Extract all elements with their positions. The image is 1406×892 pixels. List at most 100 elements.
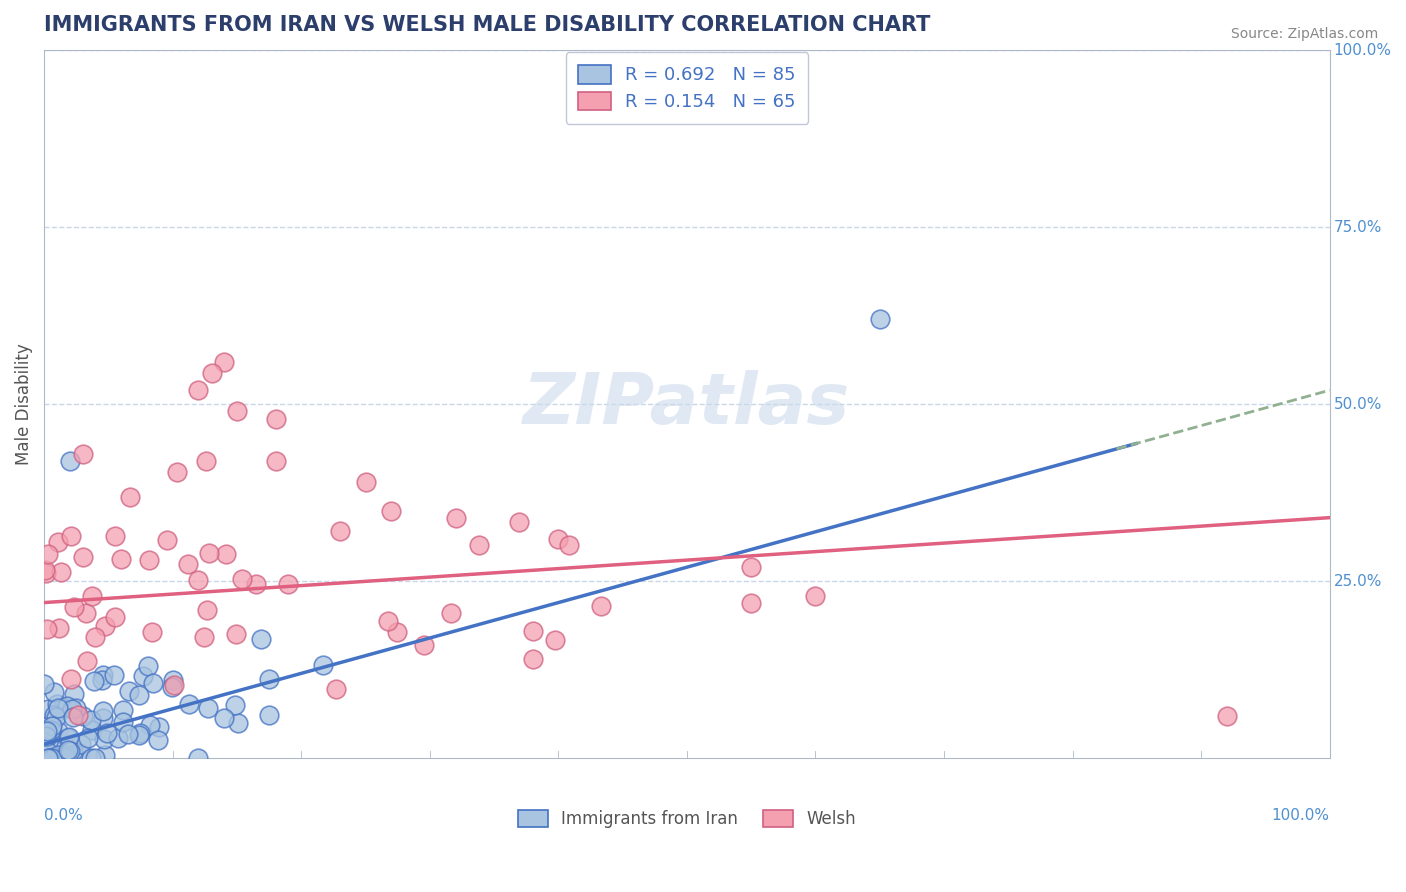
Point (70, 737, 93, 751)
Point (160, 680, 183, 694)
Point (37, 745, 59, 759)
Point (75, 606, 97, 620)
Point (84, 630, 107, 644)
Point (194, 454, 217, 468)
Point (377, 614, 399, 628)
Text: 75.0%: 75.0% (1333, 220, 1382, 235)
Point (55, 751, 77, 765)
Point (195, 602, 218, 616)
Point (94, 748, 117, 763)
Point (59, 744, 82, 758)
Point (136, 659, 159, 673)
Point (226, 404, 249, 418)
Point (132, 669, 155, 683)
Point (63, 687, 86, 701)
Point (80, 589, 103, 603)
Point (224, 698, 246, 712)
Point (34, 563, 56, 577)
Point (804, 589, 827, 603)
Y-axis label: Male Disability: Male Disability (15, 343, 32, 466)
Point (111, 715, 134, 730)
Point (48, 724, 70, 739)
Point (869, 312, 891, 326)
Point (84, 751, 107, 765)
Point (148, 720, 170, 734)
Point (225, 626, 247, 640)
Point (62, 710, 84, 724)
Point (522, 652, 544, 666)
Point (215, 547, 238, 561)
Point (166, 466, 188, 480)
Point (52, 751, 75, 765)
Point (91, 704, 114, 718)
Point (37, 751, 59, 765)
Point (60, 529, 83, 543)
Point (112, 703, 135, 717)
Point (110, 552, 132, 566)
Point (48, 621, 70, 635)
Point (214, 711, 236, 725)
Point (94, 619, 117, 633)
Point (187, 751, 209, 765)
Point (72, 708, 94, 723)
Point (193, 630, 215, 644)
Point (104, 529, 127, 543)
Point (264, 454, 287, 468)
Point (42, 708, 65, 723)
Point (46, 697, 69, 711)
Point (96, 725, 118, 739)
Point (413, 639, 436, 653)
Point (128, 728, 150, 742)
Text: ZIPatlas: ZIPatlas (523, 370, 851, 439)
Point (34, 566, 56, 581)
Point (65, 701, 87, 715)
Text: 100.0%: 100.0% (1333, 43, 1392, 58)
Point (277, 577, 299, 591)
Point (48, 735, 70, 749)
Point (80, 751, 103, 765)
Point (141, 625, 163, 640)
Point (46, 751, 69, 765)
Point (35, 623, 58, 637)
Point (104, 609, 127, 624)
Point (138, 553, 160, 567)
Point (440, 606, 463, 620)
Point (226, 715, 249, 730)
Point (91, 710, 114, 724)
Point (56, 731, 79, 746)
Text: Source: ZipAtlas.com: Source: ZipAtlas.com (1230, 27, 1378, 41)
Text: IMMIGRANTS FROM IRAN VS WELSH MALE DISABILITY CORRELATION CHART: IMMIGRANTS FROM IRAN VS WELSH MALE DISAB… (44, 15, 931, 35)
Point (740, 560, 762, 574)
Point (444, 510, 467, 524)
Point (60, 672, 83, 686)
Point (740, 596, 762, 610)
Point (93, 731, 115, 746)
Point (37, 730, 59, 744)
Text: 0.0%: 0.0% (44, 808, 83, 822)
Point (522, 624, 544, 638)
Point (42, 684, 65, 698)
Point (38, 751, 60, 765)
Point (55, 739, 77, 753)
Point (56, 751, 79, 765)
Point (259, 707, 281, 722)
Point (468, 538, 491, 552)
Text: 25.0%: 25.0% (1333, 574, 1382, 589)
Point (38, 751, 60, 765)
Point (156, 533, 179, 548)
Text: 50.0%: 50.0% (1333, 397, 1382, 412)
Point (163, 678, 186, 692)
Point (197, 701, 219, 715)
Point (91, 668, 114, 682)
Point (62, 744, 84, 758)
Point (80, 723, 103, 738)
Point (249, 632, 271, 647)
Point (49, 566, 72, 580)
Point (72, 447, 94, 461)
Point (264, 411, 287, 425)
Point (508, 515, 530, 529)
Point (128, 688, 150, 702)
Point (83, 674, 105, 689)
Point (39, 751, 62, 765)
Point (48, 700, 70, 714)
